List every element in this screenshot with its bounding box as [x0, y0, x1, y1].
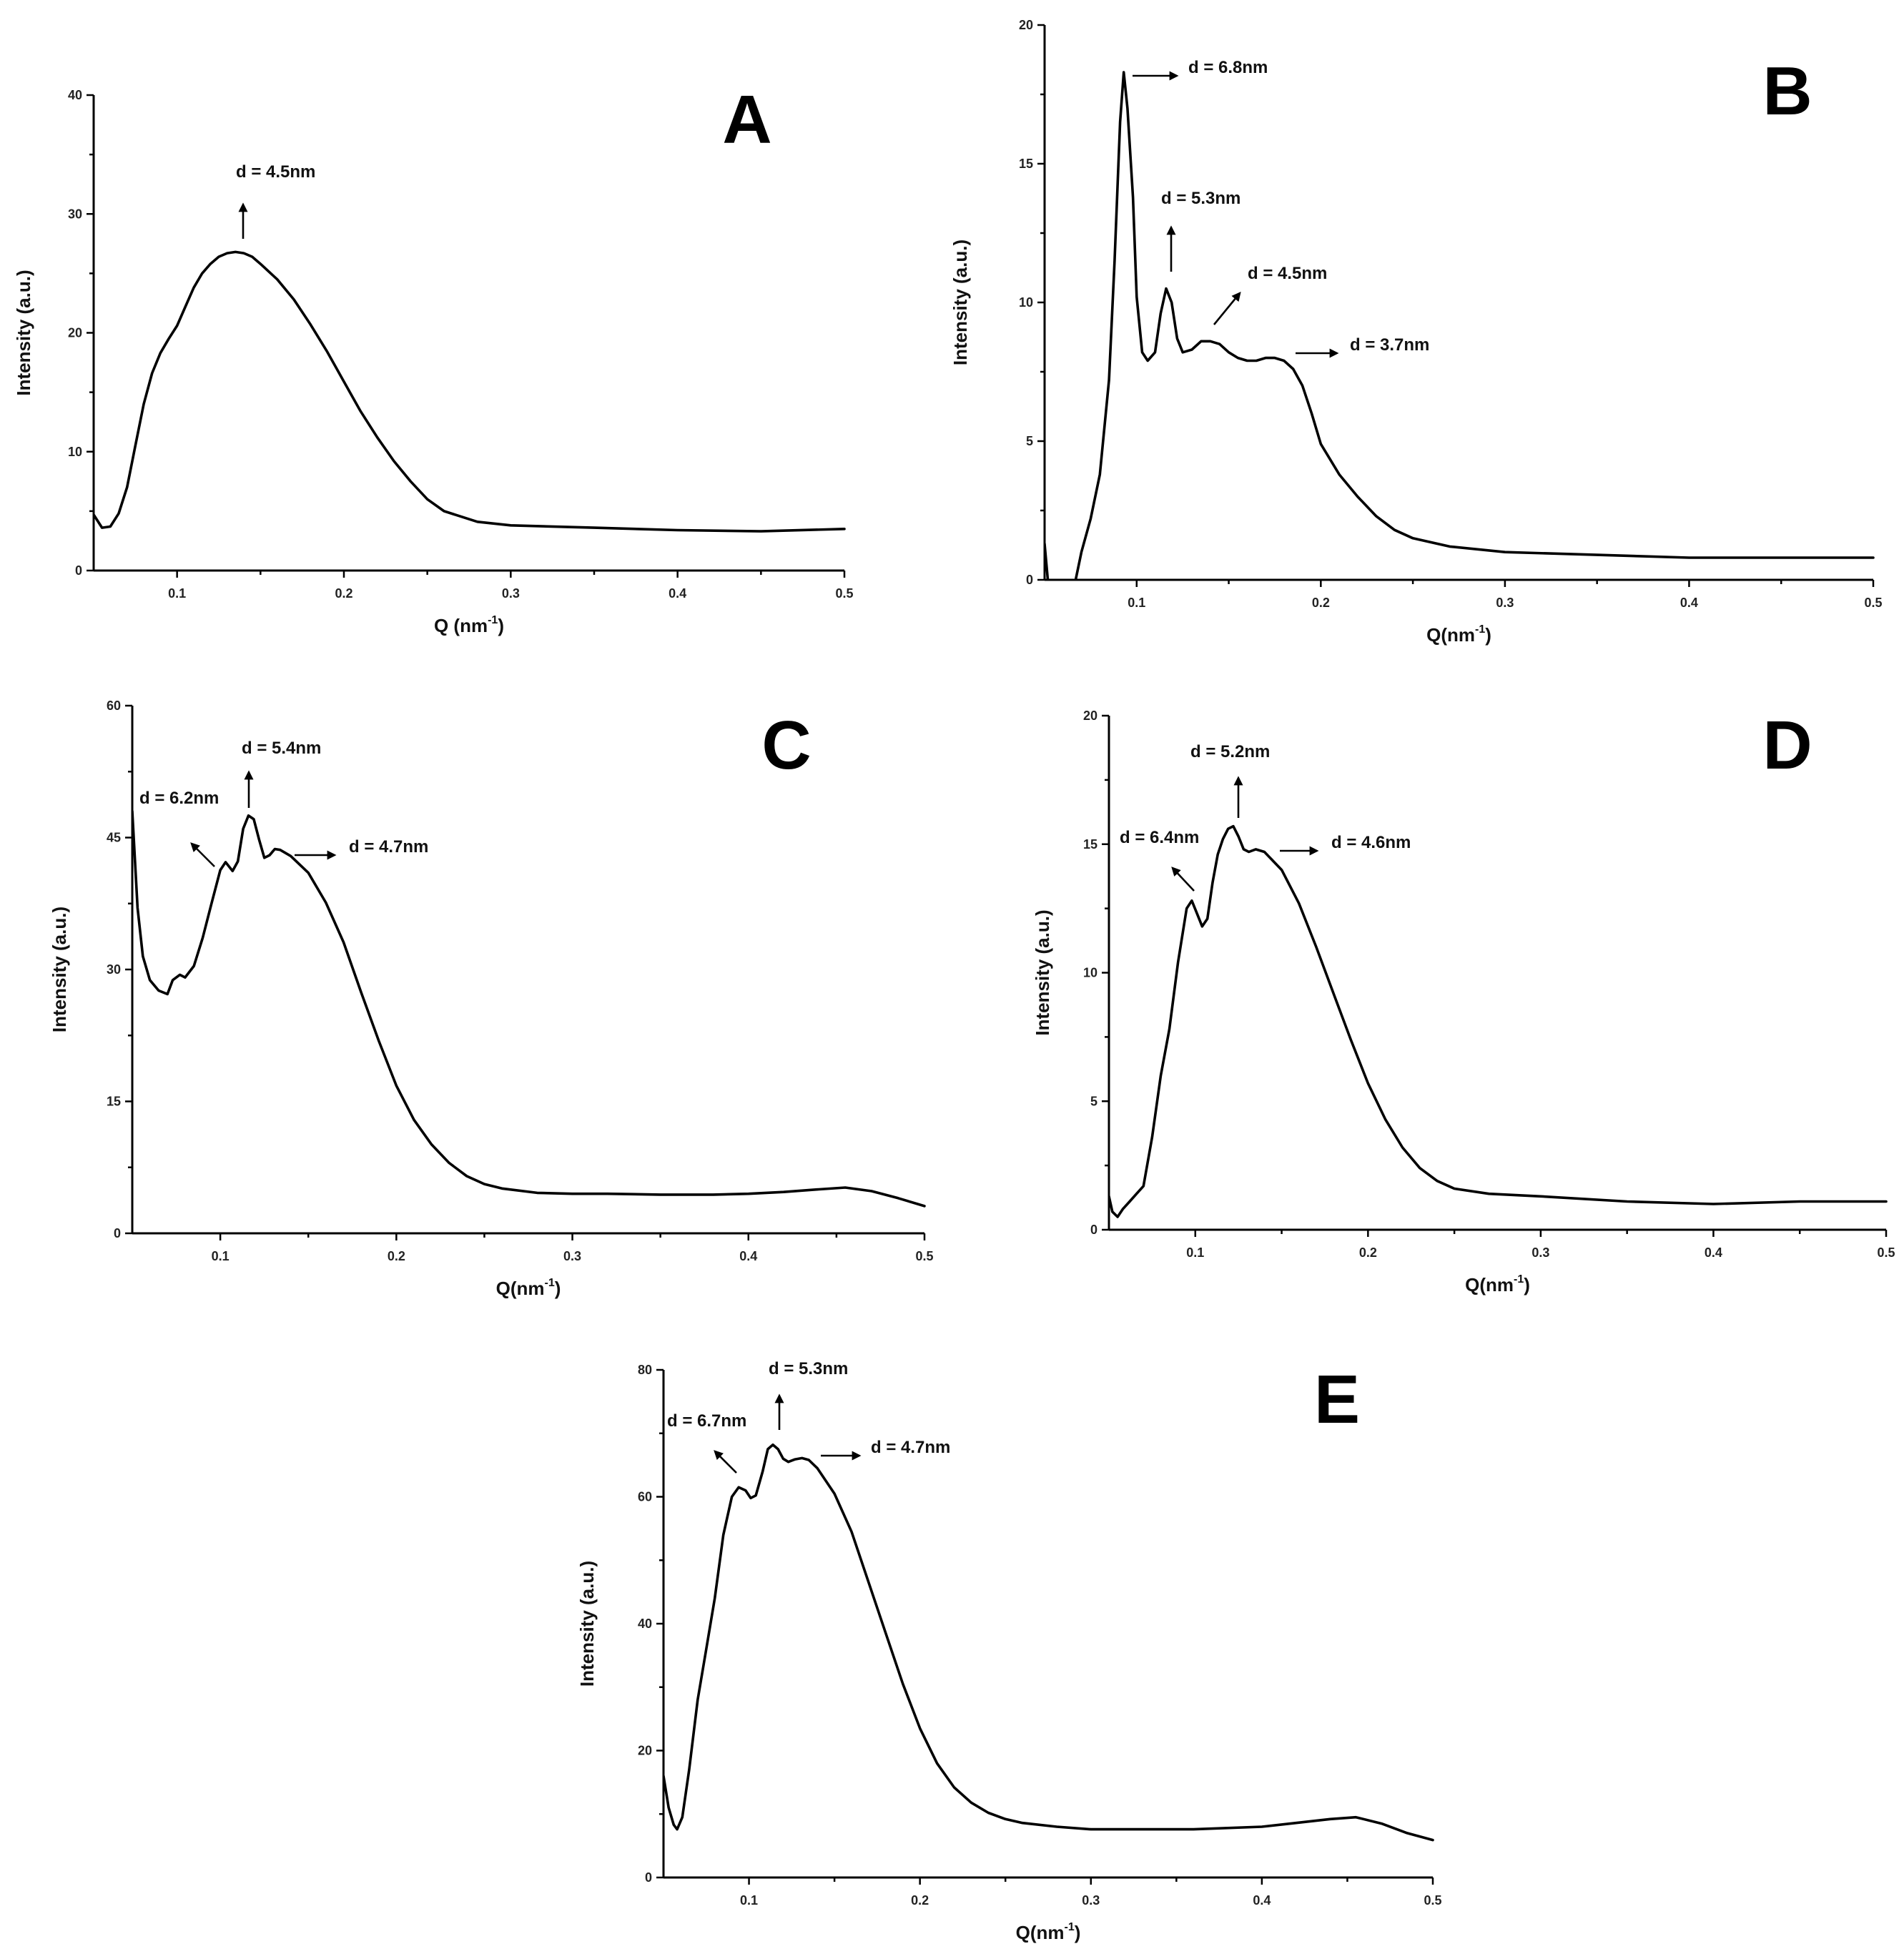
panel-b-peak-annotation: d = 5.3nm — [1161, 189, 1240, 208]
panel-a-label: A — [722, 82, 771, 158]
panel-e: 0 20 40 60 80 0.1 0.2 0.3 0.4 0.5 Q(nm-1) Intensity… — [576, 1359, 1442, 1943]
panel-e-x-tick-label: 0.1 — [740, 1893, 758, 1908]
panel-e-x-tick-label: 0.2 — [911, 1893, 929, 1908]
panel-e-y-tick-label: 20 — [638, 1744, 652, 1758]
panel-d-x-tick-label: 0.2 — [1359, 1245, 1377, 1260]
panel-a-y-axis-title: Intensity (a.u.) — [13, 270, 34, 395]
panel-a-y-tick-label: 30 — [68, 207, 82, 221]
panel-c-y-tick-label: 15 — [107, 1095, 121, 1109]
panel-d-x-tick-label: 0.3 — [1531, 1245, 1549, 1260]
panel-e-intensity-curve — [664, 1443, 1434, 1842]
panel-c-y-tick-label: 60 — [107, 699, 121, 713]
panel-d-peak-arrow-icon — [1171, 867, 1195, 892]
panel-d-y-tick-label: 5 — [1090, 1094, 1097, 1108]
panel-b-peak-annotation: d = 4.5nm — [1248, 264, 1327, 283]
panel-e-x-tick-label: 0.4 — [1253, 1893, 1271, 1908]
panel-c-x-tick-label: 0.2 — [388, 1249, 405, 1263]
panel-c-peak-arrow-icon — [190, 842, 215, 867]
panel-c: 0 15 30 45 60 0.1 0.2 0.3 0.4 0.5 Q(nm-1) Intensity… — [49, 699, 934, 1299]
panel-b-y-tick-label: 0 — [1026, 573, 1033, 587]
panel-e-label: E — [1314, 1361, 1360, 1438]
panel-d-label: D — [1762, 707, 1812, 784]
panel-e-y-tick-label: 40 — [638, 1617, 652, 1631]
panel-e-peak-arrow-icon — [714, 1450, 737, 1474]
panel-d-y-tick-label: 20 — [1083, 709, 1097, 723]
panel-c-y-tick-label: 45 — [107, 831, 121, 845]
panel-d-x-tick-label: 0.4 — [1705, 1245, 1722, 1260]
panel-d-x-axis-title: Q(nm-1) — [1465, 1273, 1530, 1296]
panel-e-x-axis-title: Q(nm-1) — [1016, 1921, 1081, 1943]
panel-c-y-axis-title: Intensity (a.u.) — [49, 907, 70, 1032]
panel-c-x-tick-label: 0.3 — [563, 1249, 581, 1263]
panel-c-intensity-curve — [132, 809, 926, 1208]
panel-b-x-tick-label: 0.4 — [1680, 596, 1698, 610]
panel-b-label: B — [1762, 53, 1812, 129]
panel-b-peak-arrow-icon — [1213, 291, 1241, 325]
panel-a-x-tick-label: 0.3 — [502, 586, 520, 601]
panel-b-y-tick-label: 10 — [1019, 295, 1033, 310]
panel-a-x-tick-label: 0.2 — [335, 586, 352, 601]
panel-e-peak-annotation: d = 6.7nm — [667, 1411, 746, 1431]
panel-c-y-tick-label: 0 — [114, 1226, 121, 1240]
panel-b-peak-annotation: d = 3.7nm — [1350, 335, 1429, 355]
panel-b-peak-annotation: d = 6.8nm — [1188, 58, 1268, 77]
panel-d: 0 5 10 15 20 0.1 0.2 0.3 0.4 0.5 Q(nm-1) Intensity … — [1032, 707, 1895, 1296]
panel-e-y-axis-title: Intensity (a.u.) — [576, 1561, 598, 1687]
panel-b-y-tick-label: 20 — [1019, 18, 1033, 32]
panel-a-y-tick-label: 40 — [68, 88, 82, 102]
panel-a-intensity-curve — [94, 250, 846, 533]
panel-a-x-tick-label: 0.1 — [168, 586, 186, 601]
panel-d-y-tick-label: 10 — [1083, 966, 1097, 980]
panel-a-y-tick-label: 10 — [68, 445, 82, 459]
panel-e-peak-annotation: d = 5.3nm — [769, 1359, 848, 1378]
panel-d-y-tick-label: 0 — [1090, 1223, 1097, 1237]
panel-b-y-tick-label: 5 — [1026, 434, 1033, 448]
panel-d-intensity-curve — [1109, 824, 1888, 1218]
panel-b-y-tick-label: 15 — [1019, 157, 1033, 171]
panel-c-peak-annotation: d = 5.4nm — [242, 739, 321, 758]
panel-a-y-tick-label: 20 — [68, 326, 82, 340]
panel-a-x-tick-label: 0.4 — [669, 586, 686, 601]
panel-c-y-tick-label: 30 — [107, 962, 121, 977]
panel-b-y-axis-title: Intensity (a.u.) — [949, 240, 971, 365]
panel-d-x-tick-label: 0.1 — [1186, 1245, 1204, 1260]
panel-e-y-tick-label: 80 — [638, 1363, 652, 1377]
panel-c-label: C — [761, 707, 811, 784]
panel-d-peak-annotation: d = 5.2nm — [1190, 742, 1270, 761]
panel-b-x-tick-label: 0.1 — [1128, 596, 1145, 610]
panel-c-peak-annotation: d = 6.2nm — [139, 789, 219, 808]
panel-b-x-tick-label: 0.5 — [1864, 596, 1882, 610]
panel-c-x-tick-label: 0.5 — [915, 1249, 933, 1263]
panel-c-x-tick-label: 0.4 — [739, 1249, 757, 1263]
panel-c-peak-annotation: d = 4.7nm — [349, 837, 428, 857]
panel-d-x-tick-label: 0.5 — [1877, 1245, 1895, 1260]
panel-e-y-tick-label: 0 — [645, 1870, 652, 1885]
panel-b-x-tick-label: 0.3 — [1496, 596, 1514, 610]
panel-b-intensity-curve — [1045, 71, 1875, 580]
panel-a-y-tick-label: 0 — [75, 563, 82, 578]
panel-e-x-tick-label: 0.3 — [1082, 1893, 1100, 1908]
panel-a-x-axis-title: Q (nm-1) — [434, 614, 504, 636]
panel-d-peak-annotation: d = 6.4nm — [1120, 828, 1199, 847]
panel-a: 0 10 20 30 40 0.1 0.2 0.3 0.4 0.5 Q (nm-1) Intensit… — [13, 82, 854, 636]
panel-c-x-axis-title: Q(nm-1) — [496, 1277, 561, 1299]
panel-b: 0 5 10 15 20 0.1 0.2 0.3 0.4 0.5 Q(nm-1) Intensity … — [949, 18, 1883, 646]
panel-d-peak-annotation: d = 4.6nm — [1331, 833, 1411, 852]
panel-d-y-tick-label: 15 — [1083, 837, 1097, 852]
panel-e-peak-annotation: d = 4.7nm — [871, 1438, 950, 1457]
panel-b-x-axis-title: Q(nm-1) — [1426, 623, 1491, 646]
panel-e-y-tick-label: 60 — [638, 1490, 652, 1504]
panel-b-x-tick-label: 0.2 — [1312, 596, 1330, 610]
panel-c-x-tick-label: 0.1 — [212, 1249, 230, 1263]
panel-a-peak-annotation: d = 4.5nm — [236, 162, 315, 182]
panel-a-x-tick-label: 0.5 — [835, 586, 853, 601]
panel-e-x-tick-label: 0.5 — [1424, 1893, 1441, 1908]
panel-d-y-axis-title: Intensity (a.u.) — [1032, 909, 1053, 1035]
